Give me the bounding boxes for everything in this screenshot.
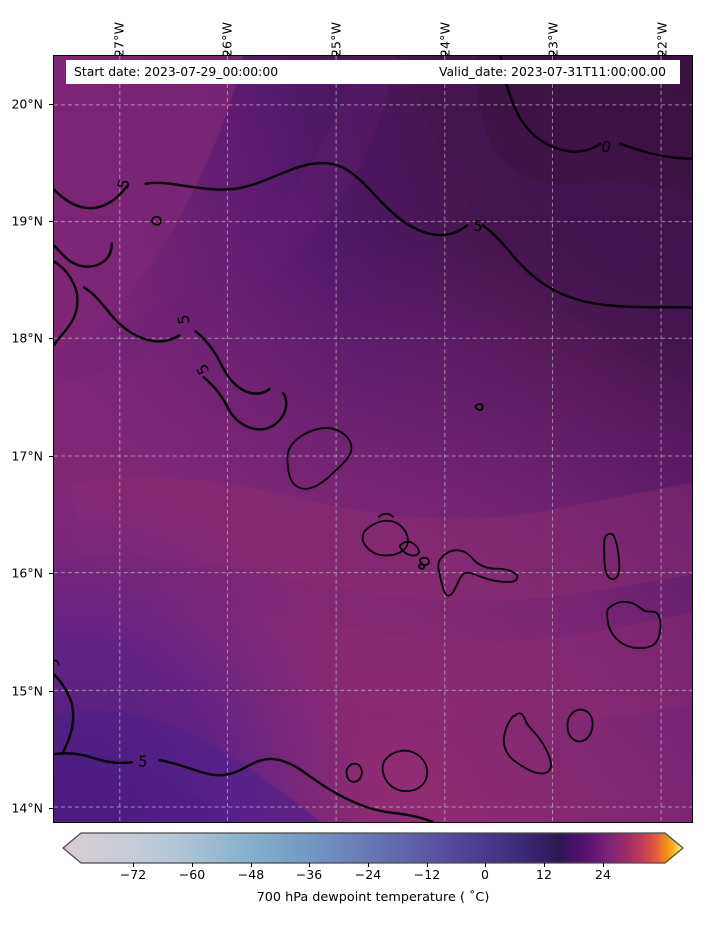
ytick-mark-18n: [49, 338, 53, 339]
xtick-mark-24w: [445, 51, 446, 55]
cbtick-label-0: 0: [481, 867, 489, 882]
colorbar-gradient: [62, 832, 684, 864]
island-santo-antao: [286, 427, 353, 490]
map-inner: 0 5 5 5 5 5 5: [54, 56, 692, 822]
ytick-label-17n: 17°N: [11, 448, 43, 464]
cbtick-mark-0: [485, 863, 486, 867]
island-maio: [566, 708, 594, 743]
contour-label-5-sw: 5: [137, 752, 148, 771]
contour-label-5-nw1: 5: [114, 177, 134, 190]
islet-north: [151, 215, 162, 226]
ytick-mark-14n: [49, 808, 53, 809]
contour-label-5-far-west: 5: [54, 656, 64, 671]
island-fogo: [381, 749, 429, 793]
ytick-mark-20n: [49, 104, 53, 105]
xtick-mark-27w: [119, 51, 120, 55]
colorbar[interactable]: −72 −60 −48 −36 −24 −12 0 12 24 700 hPa …: [62, 832, 684, 905]
island-boa-vista: [606, 600, 662, 650]
ytick-mark-17n: [49, 456, 53, 457]
dewpoint-field: [54, 56, 692, 822]
island-sal: [603, 532, 621, 580]
ytick-mark-16n: [49, 573, 53, 574]
cbtick-mark-12: [544, 863, 545, 867]
contour-label-5-nw2: 5: [174, 313, 193, 326]
islet-branco: [419, 556, 430, 566]
cbtick-label--48: −48: [237, 867, 265, 882]
cbtick-label--72: −72: [119, 867, 147, 882]
ytick-label-15n: 15°N: [11, 683, 43, 699]
island-santa-luzia: [398, 540, 420, 557]
ytick-label-16n: 16°N: [11, 565, 43, 581]
island-sao-nicolau: [437, 549, 519, 597]
islet-mid: [474, 403, 484, 412]
ytick-mark-15n: [49, 691, 53, 692]
island-sao-vicente-cape: [378, 512, 394, 518]
xtick-mark-22w: [662, 51, 663, 55]
ytick-label-18n: 18°N: [11, 330, 43, 346]
ytick-label-14n: 14°N: [11, 800, 43, 816]
island-santiago: [502, 712, 552, 775]
cbtick-label--60: −60: [178, 867, 206, 882]
islet-raso: [417, 563, 425, 570]
cbtick-mark--12: [427, 863, 428, 867]
cbtick-label--36: −36: [295, 867, 323, 882]
cbtick-mark--36: [309, 863, 310, 867]
contour-lines: 0 5 5 5 5 5 5: [54, 56, 692, 822]
cbtick-label--24: −24: [354, 867, 382, 882]
valid-date-label: Valid_date: 2023-07-31T11:00:00.00: [438, 63, 666, 79]
island-brava: [345, 762, 363, 783]
cbtick-mark--48: [251, 863, 252, 867]
cbtick-label-24: 24: [595, 867, 611, 882]
ytick-mark-19n: [49, 221, 53, 222]
start-date-label: Start date: 2023-07-29_00:00:00: [74, 63, 279, 79]
cbtick-mark-24: [603, 863, 604, 867]
coastlines: [151, 215, 662, 793]
ytick-label-19n: 19°N: [11, 213, 43, 229]
cbtick-mark--72: [133, 863, 134, 867]
cbtick-mark--24: [368, 863, 369, 867]
contour-label-0: 0: [599, 137, 613, 157]
xtick-mark-25w: [336, 51, 337, 55]
island-sao-vicente: [361, 519, 409, 557]
xtick-mark-23w: [553, 51, 554, 55]
map-axes[interactable]: 0 5 5 5 5 5 5: [53, 55, 693, 823]
map-gridlines: [54, 56, 692, 822]
title-bar: Start date: 2023-07-29_00:00:00 Valid_da…: [66, 60, 680, 84]
ytick-label-20n: 20°N: [11, 96, 43, 112]
colorbar-title: 700 hPa dewpoint temperature ( ˚C): [256, 890, 490, 905]
cbtick-label-12: 12: [536, 867, 552, 882]
contour-label-5-east: 5: [472, 217, 483, 236]
cbtick-label--12: −12: [413, 867, 441, 882]
cbtick-mark--60: [192, 863, 193, 867]
xtick-mark-26w: [227, 51, 228, 55]
